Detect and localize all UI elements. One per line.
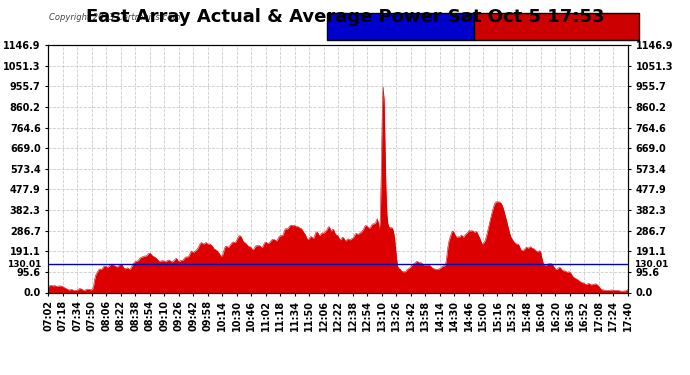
FancyBboxPatch shape [326, 13, 474, 40]
FancyBboxPatch shape [474, 13, 640, 40]
Text: 130.01: 130.01 [633, 260, 668, 269]
Text: East Array  (DC Watts): East Array (DC Watts) [500, 22, 614, 31]
Text: 130.01: 130.01 [7, 260, 41, 269]
Text: East Array Actual & Average Power Sat Oct 5 17:53: East Array Actual & Average Power Sat Oc… [86, 8, 604, 26]
Text: Copyright 2013 Cartronics.com: Copyright 2013 Cartronics.com [49, 13, 180, 22]
Text: Average  (DC Watts): Average (DC Watts) [348, 22, 452, 31]
